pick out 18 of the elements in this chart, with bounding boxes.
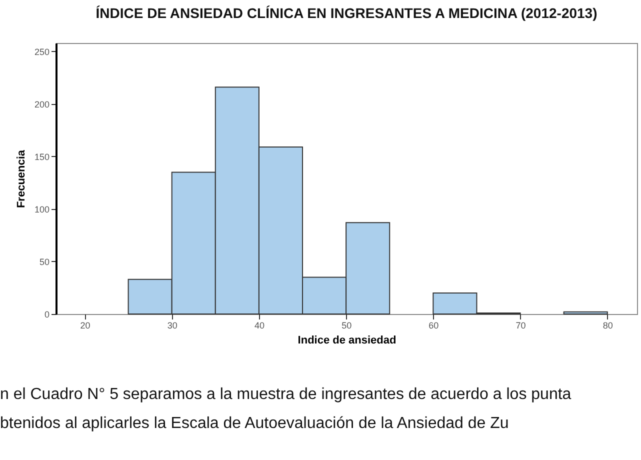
y-tick-label: 100 [34, 204, 50, 214]
x-tick-label: 50 [342, 320, 352, 330]
y-tick-label: 150 [34, 152, 50, 162]
y-tick-label: 200 [34, 99, 50, 110]
text: btenidos al aplicarles la Escala de Autoevaluación de la Ansiedad de Zu [0, 415, 509, 432]
x-tick-label: 40 [254, 320, 264, 330]
x-tick-label: 20 [80, 320, 90, 330]
text: n el Cuadro N° 5 separamos a la muestra de ingresantes de acuerdo a los punta [0, 386, 572, 403]
y-tick-label: 50 [39, 256, 50, 267]
x-tick-label: 70 [516, 320, 526, 330]
x-axis-title: Indice de ansiedad [298, 334, 396, 346]
x-tick-label: 30 [167, 320, 178, 330]
y-axis-title: Frecuencia [15, 149, 28, 208]
y-tick-label: 0 [44, 310, 50, 320]
x-tick-label: 80 [602, 320, 613, 330]
y-tick-label: 250 [34, 46, 50, 57]
x-tick-label: 60 [428, 320, 439, 330]
chart-title: ÍNDICE DE ANSIEDAD CLÍNICA EN INGRESANTES A MEDICINA (2012-2013) [96, 5, 598, 21]
